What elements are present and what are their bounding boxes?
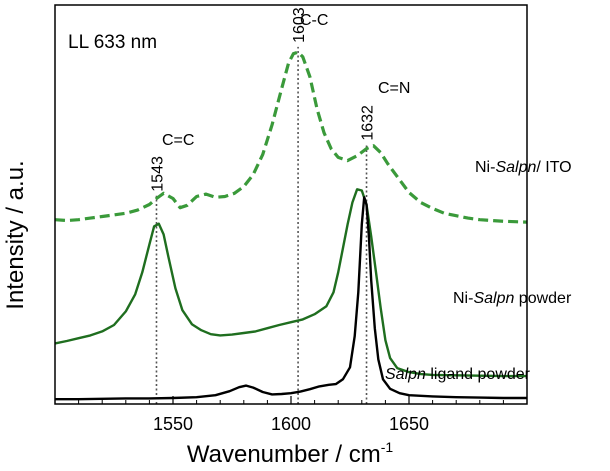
series-label-0: Ni-Salpn/ ITO [475,159,572,176]
x-tick-label: 1650 [389,414,429,434]
series-label-part: Salpn [473,290,514,307]
series-line-1 [54,188,527,378]
peak-assignment-label: C=C [162,132,194,149]
series-label-part: / ITO [536,159,571,176]
series-label-part: Salpn [495,159,536,176]
condition-label: LL 633 nm [68,32,157,53]
x-axis-title-superscript: -1 [381,439,394,455]
x-axis-title-main: Wavenumber / cm [187,441,381,468]
y-axis-title: Intensity / a.u. [2,160,29,309]
peak-wavenumber-label: 1543 [149,156,166,192]
peak-wavenumber-label: 1632 [360,105,377,141]
plot-frame [54,4,528,405]
series-label-part: Ni- [475,159,495,176]
series-line-0 [54,50,528,224]
series-line-2 [55,196,527,401]
axes: 1550 1600 1650 [54,4,528,434]
series-label-part: powder [514,290,572,307]
x-tick-label: 1550 [153,414,193,434]
x-axis-title: Wavenumber / cm-1 [187,439,393,468]
peak-assignment-label: C=N [378,80,410,97]
series-label-2: Salpn ligand powder [385,366,531,383]
series-label-part: ligand powder [426,366,531,383]
series-label-1: Ni-Salpn powder [453,290,572,307]
x-tick-label: 1600 [271,414,311,434]
peak-assignment-label: C-C [300,12,328,29]
series-label-part: Ni- [453,290,473,307]
plot-area [54,46,528,404]
series-label-part: Salpn [385,366,426,383]
peak-wavenumber-label: 1603 [291,7,308,43]
